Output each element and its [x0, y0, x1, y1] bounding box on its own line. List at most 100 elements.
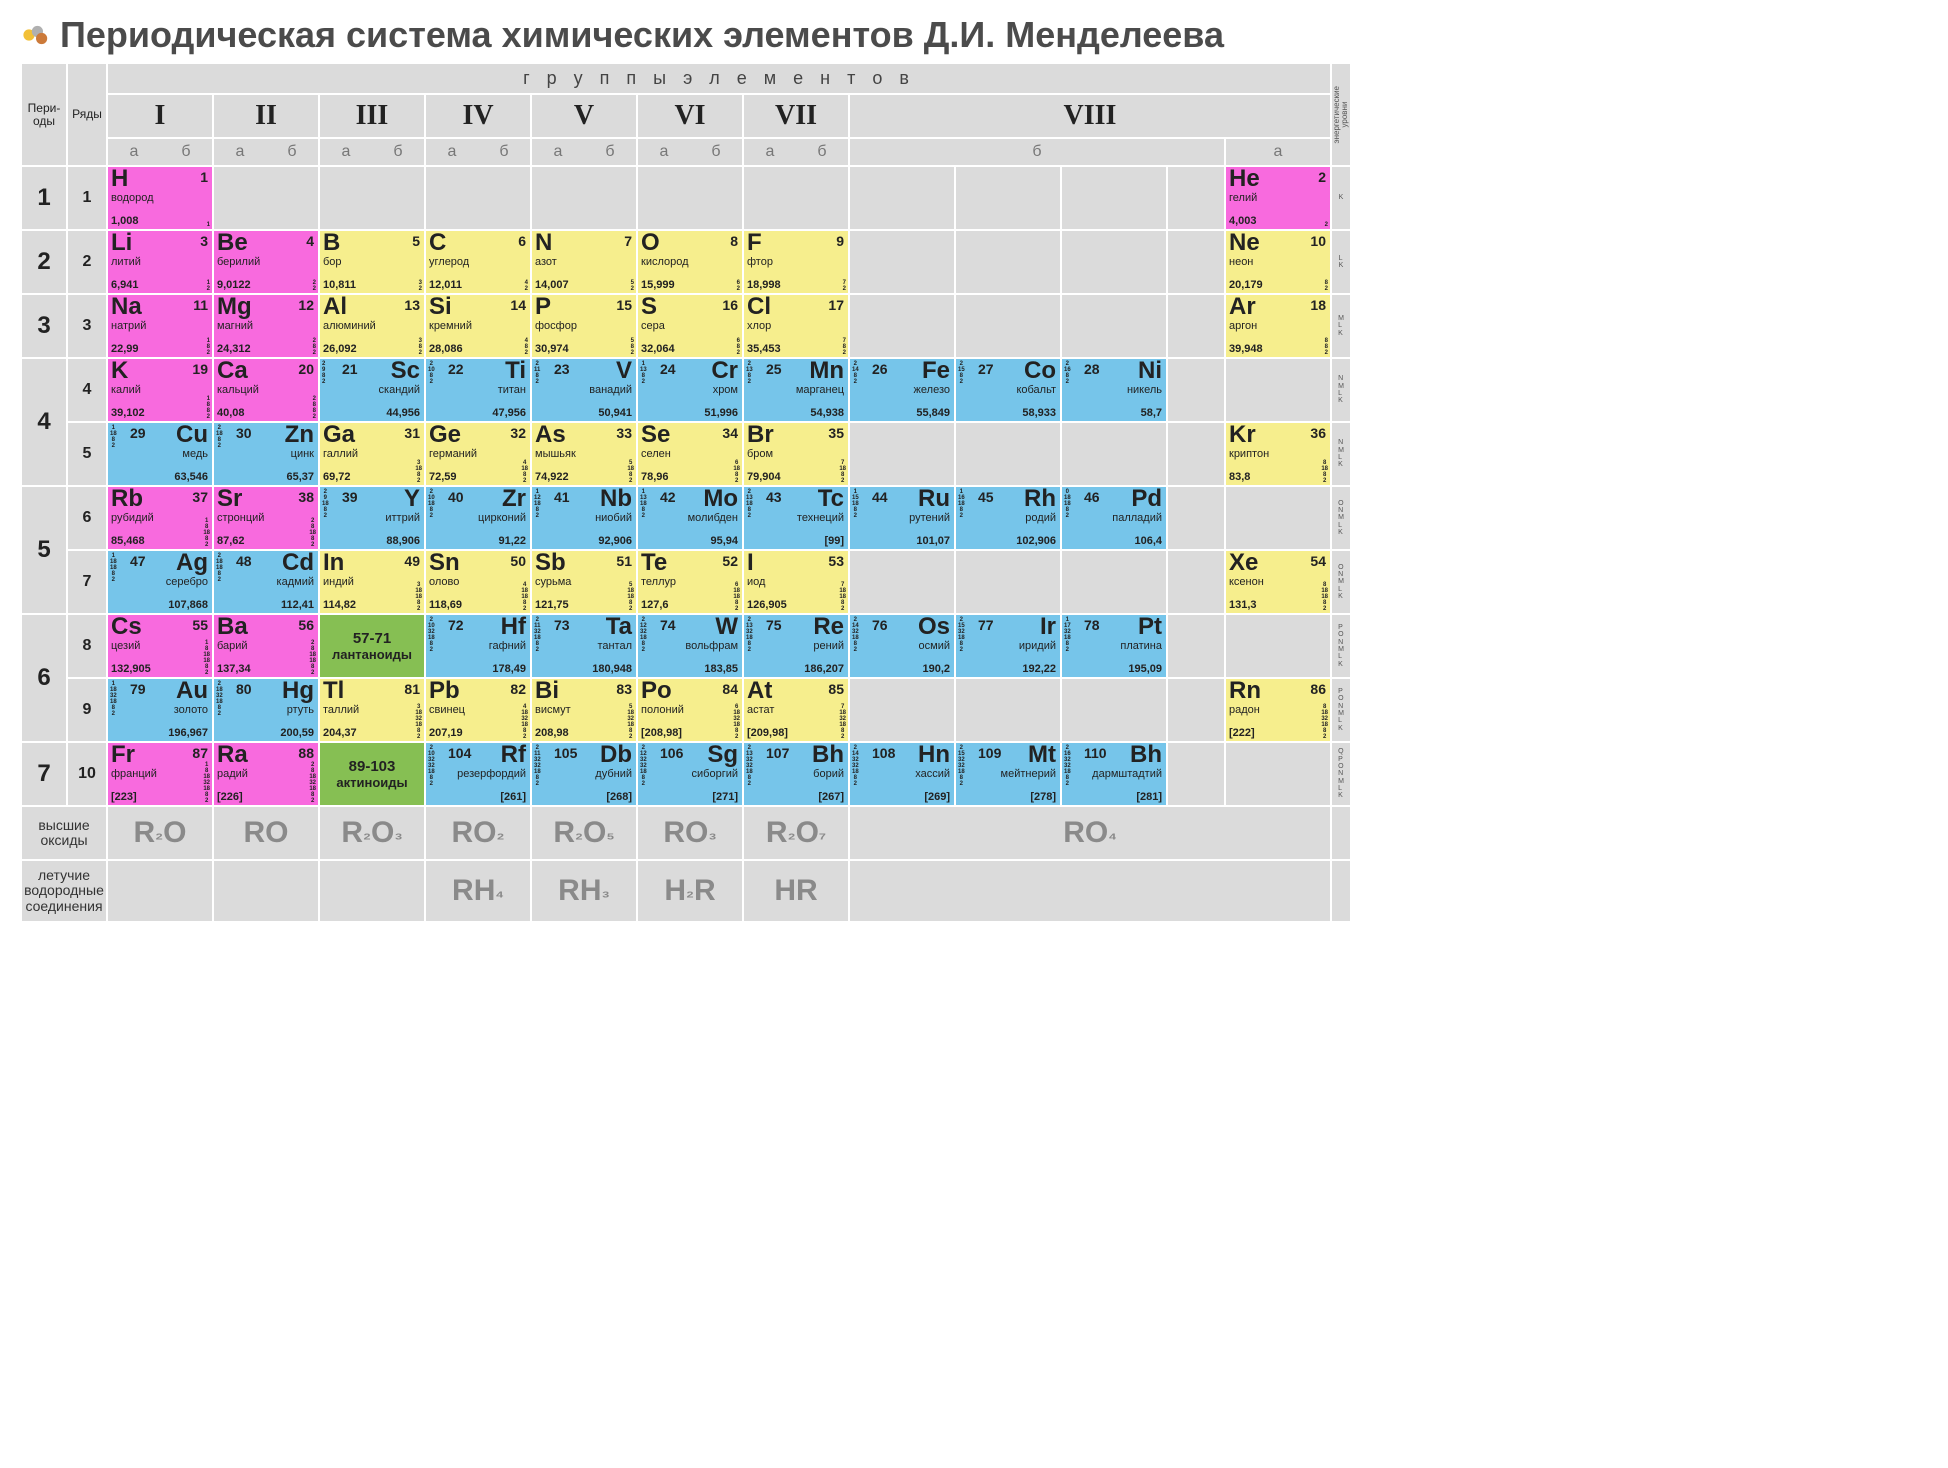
- electron-shells: 5 18 18 8 2: [627, 582, 634, 612]
- blank: [1168, 423, 1224, 485]
- energy-levels-3: M L K: [1332, 295, 1350, 357]
- element-symbol: Kr: [1229, 424, 1256, 446]
- element-name: фосфор: [535, 321, 577, 332]
- electron-shells: 2 9 18 8 2: [322, 489, 329, 519]
- atomic-number: 7: [624, 233, 632, 249]
- electron-shells: 0 18 18 8 2: [1064, 489, 1071, 519]
- blank: [1168, 743, 1224, 805]
- atomic-mass: 91,22: [498, 535, 526, 547]
- element-Ti: Ti22титан47,9562 10 8 2: [426, 359, 530, 421]
- atomic-number: 31: [404, 425, 420, 441]
- periodic-table: Пери-одыРядыг р у п п ы э л е м е н т о …: [22, 64, 1926, 921]
- atomic-number: 14: [510, 297, 526, 313]
- atomic-number: 40: [448, 489, 464, 505]
- atomic-mass: 15,999: [641, 279, 675, 291]
- blank: [850, 423, 954, 485]
- element-Nb: Nb41ниобий92,9061 12 18 8 2: [532, 487, 636, 549]
- energy-levels-8: P O N M L K: [1332, 615, 1350, 677]
- atomic-number: 48: [236, 553, 252, 569]
- atomic-number: 78: [1084, 617, 1100, 633]
- atomic-mass: 112,41: [281, 599, 314, 611]
- period-4: 4: [22, 359, 66, 485]
- element-symbol: Mn: [809, 360, 844, 382]
- atomic-number: 20: [298, 361, 314, 377]
- electron-shells: 7 18 32 18 8 2: [839, 704, 846, 740]
- element-V: V23ванадий50,9412 11 8 2: [532, 359, 636, 421]
- atomic-mass: 69,72: [323, 471, 351, 483]
- element-symbol: Rb: [111, 488, 143, 510]
- atomic-number: 109: [978, 745, 1001, 761]
- element-name: рубидий: [111, 513, 154, 524]
- element-name: висмут: [535, 705, 571, 716]
- atomic-mass: 114,82: [323, 599, 356, 611]
- row-7: 7: [68, 551, 106, 613]
- electron-shells: 1 8 18 18 8 2: [203, 640, 210, 676]
- element-symbol: Pb: [429, 680, 460, 702]
- atomic-mass: [281]: [1136, 791, 1162, 803]
- atomic-number: 23: [554, 361, 570, 377]
- element-name: полоний: [641, 705, 684, 716]
- blank: [1332, 807, 1350, 859]
- oxide-2: R₂O₃: [320, 807, 424, 859]
- energy-levels-2: L K: [1332, 231, 1350, 293]
- element-name: технеций: [797, 513, 844, 524]
- element-name: барий: [217, 641, 248, 652]
- electron-shells: 5 8 2: [631, 338, 634, 356]
- group-III: III: [320, 95, 424, 137]
- element-Bh: Bh107борий[267]2 13 32 32 18 8 2: [744, 743, 848, 805]
- element-name: углерод: [429, 257, 469, 268]
- atomic-number: 41: [554, 489, 570, 505]
- atomic-mass: 39,102: [111, 407, 145, 419]
- atomic-mass: 50,941: [598, 407, 632, 419]
- element-name: родий: [1025, 513, 1056, 524]
- atomic-number: 49: [404, 553, 420, 569]
- group-V: V: [532, 95, 636, 137]
- atomic-mass: 102,906: [1016, 535, 1056, 547]
- element-Mg: Mg12магний24,3122 8 2: [214, 295, 318, 357]
- atomic-number: 24: [660, 361, 676, 377]
- element-Pb: Pb82свинец207,194 18 32 18 8 2: [426, 679, 530, 741]
- row-3: 3: [68, 295, 106, 357]
- element-name: ванадий: [589, 385, 632, 396]
- element-Co: Co27кобальт58,9332 15 8 2: [956, 359, 1060, 421]
- atomic-mass: [271]: [712, 791, 738, 803]
- electron-shells: 1 15 18 8 2: [852, 489, 859, 519]
- blank: [426, 167, 530, 229]
- hydride-4: RH₃: [532, 861, 636, 921]
- electron-shells: 2 8 18 8 2: [309, 518, 316, 548]
- electron-shells: 2 13 8 2: [746, 361, 753, 385]
- element-name: дармштадтий: [1092, 769, 1162, 780]
- atomic-mass: 92,906: [598, 535, 632, 547]
- atomic-mass: 204,37: [323, 727, 357, 739]
- element-name: цирконий: [478, 513, 526, 524]
- element-symbol: Br: [747, 424, 774, 446]
- element-symbol: Au: [176, 680, 208, 702]
- blank: [1168, 551, 1224, 613]
- row-4: 4: [68, 359, 106, 421]
- electron-shells: 2 16 8 2: [1064, 361, 1071, 385]
- atomic-mass: 74,922: [535, 471, 569, 483]
- element-symbol: Ge: [429, 424, 461, 446]
- atomic-mass: 106,4: [1134, 535, 1162, 547]
- element-Be: Be4берилий9,01222 2: [214, 231, 318, 293]
- element-name: скандий: [379, 385, 420, 396]
- element-Rh: Rh45родий102,9061 16 18 8 2: [956, 487, 1060, 549]
- blank: [1226, 487, 1330, 549]
- element-Al: Al13алюминий26,0923 8 2: [320, 295, 424, 357]
- electron-shells: 2 18 18 8 2: [216, 553, 223, 583]
- element-symbol: Ne: [1229, 232, 1260, 254]
- atomic-mass: [226]: [217, 791, 243, 803]
- element-name: иод: [747, 577, 765, 588]
- atomic-mass: 9,0122: [217, 279, 251, 291]
- blank: [1062, 551, 1166, 613]
- oxide-5: RO₃: [638, 807, 742, 859]
- electron-shells: 2 14 8 2: [852, 361, 859, 385]
- atomic-number: 110: [1084, 745, 1107, 761]
- blank: [956, 679, 1060, 741]
- element-Mn: Mn25марганец54,9382 13 8 2: [744, 359, 848, 421]
- electron-shells: 2 15 32 32 18 8 2: [958, 745, 965, 787]
- element-Db: Db105дубний[268]2 11 32 32 18 8 2: [532, 743, 636, 805]
- element-name: неон: [1229, 257, 1253, 268]
- atomic-number: 38: [298, 489, 314, 505]
- atomic-mass: 121,75: [535, 599, 569, 611]
